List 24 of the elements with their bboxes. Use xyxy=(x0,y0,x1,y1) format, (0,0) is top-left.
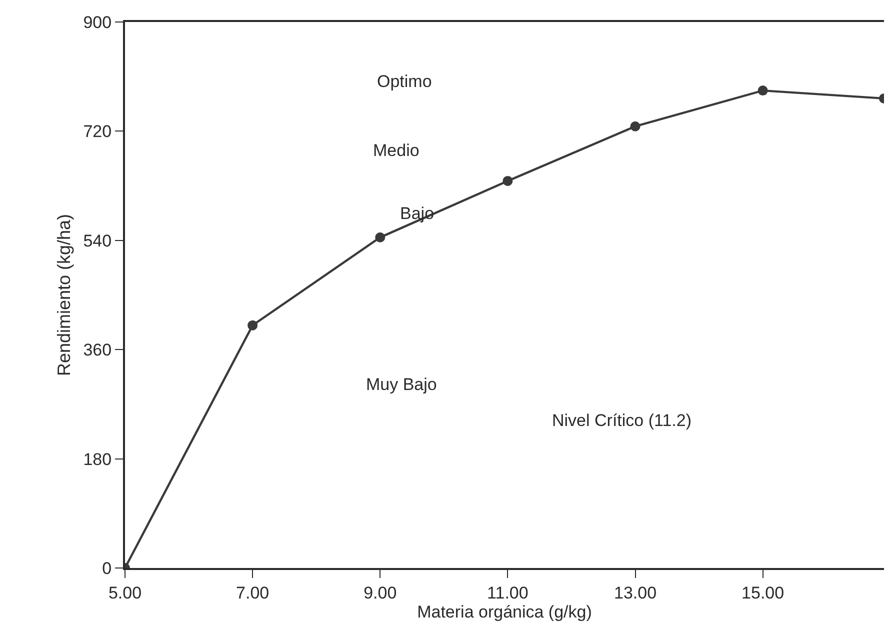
x-tick-label: 5.00 xyxy=(108,583,142,602)
x-tick-label: 9.00 xyxy=(364,583,397,602)
y-axis-title: Rendimiento (kg/ha) xyxy=(54,214,74,376)
y-tick-label: 720 xyxy=(83,122,112,142)
x-tick-label: 13.00 xyxy=(614,583,657,602)
y-tick-label: 0 xyxy=(102,558,112,578)
y-tick-label: 900 xyxy=(83,12,112,32)
y-tick-label: 540 xyxy=(83,231,112,250)
x-tick-label: 15.00 xyxy=(742,583,784,602)
annotation: Medio xyxy=(373,141,420,160)
point xyxy=(758,86,768,96)
point xyxy=(502,176,513,186)
point xyxy=(375,232,386,242)
x-tick-label: 11.00 xyxy=(487,583,528,602)
y-tick-label: 360 xyxy=(83,340,112,360)
annotation: Muy Bajo xyxy=(366,375,437,394)
x-tick-label: 7.00 xyxy=(236,583,270,602)
annotation: Nivel Crítico (11.2) xyxy=(552,411,692,430)
point xyxy=(630,121,640,132)
annotation: Optimo xyxy=(377,72,432,91)
annotation: Bajo xyxy=(400,204,434,223)
point xyxy=(248,320,258,330)
x-axis-title: Materia orgánica (g/kg) xyxy=(417,602,592,622)
y-tick-label: 180 xyxy=(83,450,112,469)
